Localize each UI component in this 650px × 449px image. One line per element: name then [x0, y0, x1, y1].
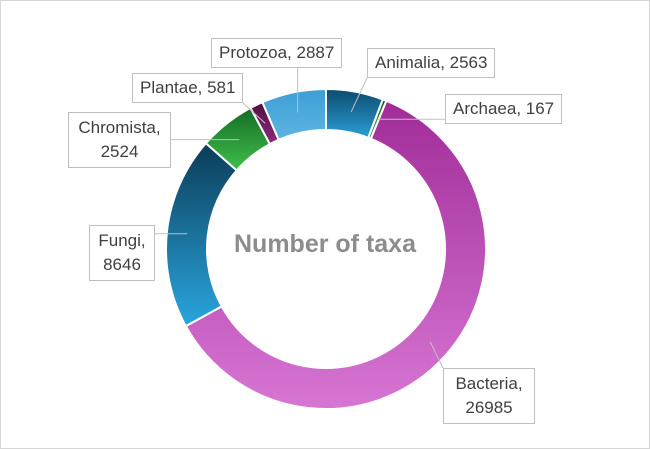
label-archaea: Archaea, 167 [445, 94, 563, 124]
label-bacteria: Bacteria, 26985 [443, 368, 535, 424]
label-chromista: Chromista, 2524 [68, 112, 171, 168]
label-protozoa: Protozoa, 2887 [211, 38, 343, 68]
leader-line-bacteria [429, 341, 444, 369]
center-title: Number of taxa [234, 230, 416, 258]
label-plantae: Plantae, 581 [132, 73, 244, 103]
slice-protozoa [261, 87, 327, 142]
leader-line-animalia [350, 77, 368, 113]
label-fungi: Fungi, 8646 [89, 225, 155, 281]
label-animalia: Animalia, 2563 [367, 48, 496, 78]
slice-bacteria [184, 99, 487, 410]
leader-line-plantae [242, 102, 266, 124]
